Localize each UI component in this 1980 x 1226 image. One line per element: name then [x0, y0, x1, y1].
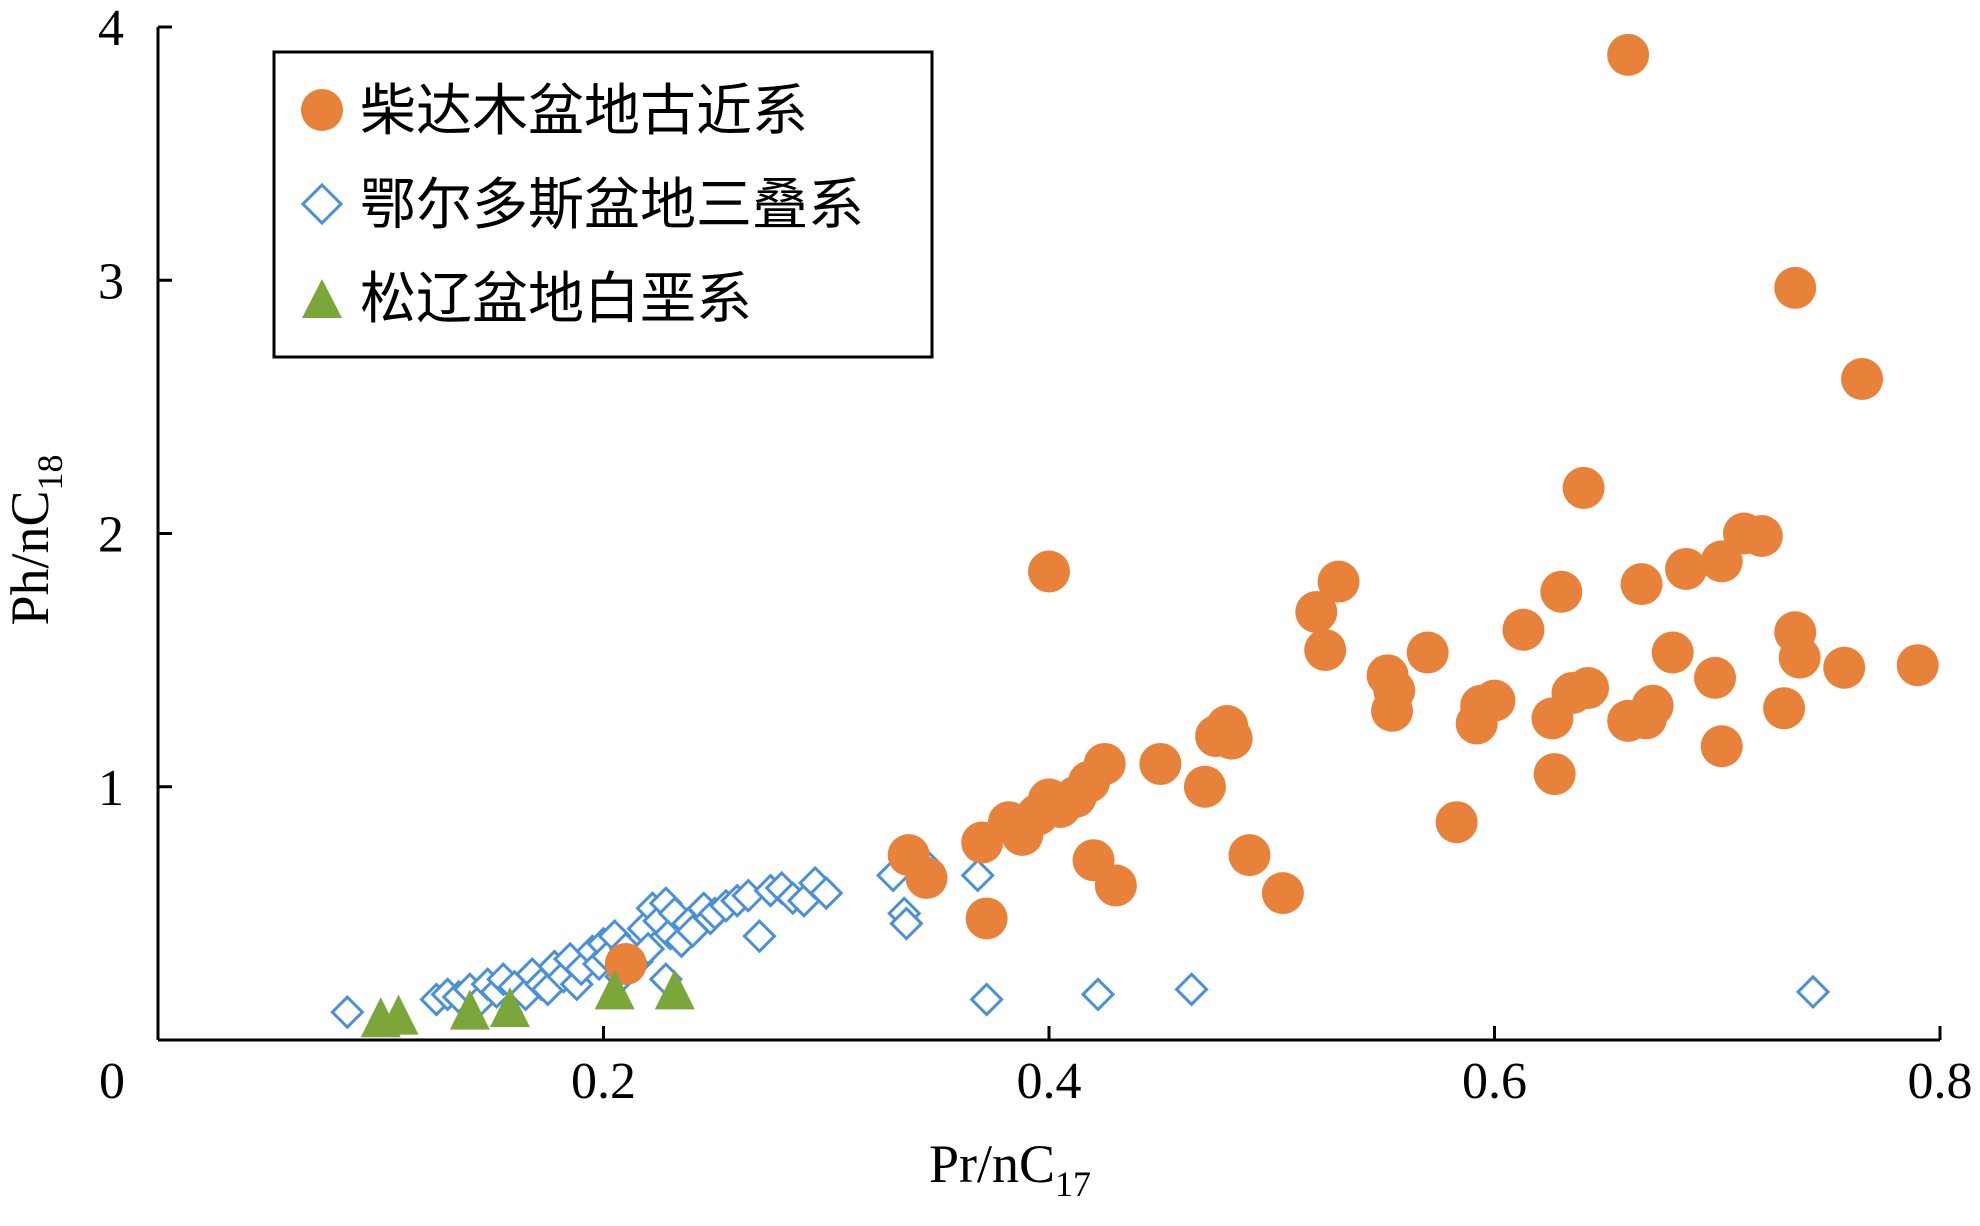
data-point-qaidam	[1304, 628, 1347, 671]
data-point-ordos	[1080, 977, 1116, 1012]
legend-marker-ordos	[300, 182, 344, 226]
data-point-ordos	[969, 982, 1004, 1017]
y-tick-label: 3	[98, 253, 124, 310]
data-point-qaidam	[965, 897, 1008, 940]
data-point-qaidam	[1774, 266, 1817, 309]
data-point-songliao	[594, 969, 635, 1010]
data-point-ordos	[1174, 972, 1209, 1007]
data-point-qaidam	[1435, 801, 1478, 844]
legend-label-ordos: 鄂尔多斯盆地三叠系	[360, 173, 864, 238]
data-point-qaidam	[1823, 646, 1866, 689]
data-point-qaidam	[1183, 765, 1226, 808]
data-point-qaidam	[1210, 717, 1253, 760]
x-tick-label: 0.4	[1017, 1053, 1082, 1110]
data-point-qaidam	[1607, 33, 1650, 76]
legend-marker-qaidam	[301, 89, 343, 131]
x-ticks: 0 0.2 0.4 0.6 0.8	[99, 1026, 1973, 1110]
data-point-qaidam	[1406, 631, 1449, 674]
data-point-qaidam	[1473, 679, 1516, 722]
data-point-qaidam	[1317, 560, 1360, 603]
data-point-ordos	[960, 858, 995, 893]
y-tick-label: 1	[98, 760, 124, 817]
data-point-ordos	[742, 919, 777, 954]
data-marks	[330, 33, 1939, 1038]
data-point-qaidam	[1763, 687, 1806, 730]
data-point-ordos	[809, 875, 844, 911]
data-point-qaidam	[1139, 742, 1182, 785]
data-point-qaidam	[1540, 570, 1583, 613]
x-axis-title: Pr/nC17	[929, 1134, 1091, 1204]
y-tick-label: 2	[98, 507, 124, 564]
y-axis-title: Ph/nC18	[0, 454, 70, 625]
data-point-qaidam	[1371, 689, 1414, 732]
data-point-qaidam	[1228, 834, 1271, 877]
data-point-qaidam	[1083, 742, 1126, 785]
data-point-qaidam	[1502, 608, 1545, 651]
legend: 柴达木盆地古近系 鄂尔多斯盆地三叠系 松辽盆地白垩系	[272, 50, 934, 359]
data-point-qaidam	[1567, 666, 1610, 709]
y-ticks: 1 2 3 4	[98, 0, 172, 817]
data-point-qaidam	[1700, 725, 1743, 768]
data-point-songliao	[654, 969, 695, 1010]
data-point-songliao	[449, 989, 490, 1030]
data-point-ordos	[889, 906, 924, 941]
data-point-qaidam	[1620, 563, 1663, 606]
data-point-qaidam	[1778, 636, 1821, 679]
data-point-qaidam	[1841, 358, 1884, 401]
legend-box	[272, 50, 934, 359]
data-point-qaidam	[1295, 591, 1338, 634]
data-point-qaidam	[1896, 644, 1939, 687]
data-point-songliao	[489, 987, 530, 1028]
data-point-qaidam	[1694, 656, 1737, 699]
data-point-qaidam	[1028, 550, 1070, 593]
data-point-qaidam	[1665, 547, 1708, 590]
legend-marker-songliao	[302, 279, 342, 318]
x-tick-label: 0	[99, 1053, 125, 1110]
x-tick-label: 0.8	[1908, 1053, 1973, 1110]
data-point-qaidam	[1631, 684, 1674, 727]
x-tick-label: 0.2	[571, 1053, 636, 1110]
data-point-qaidam	[1261, 872, 1304, 915]
data-point-qaidam	[1651, 631, 1694, 674]
legend-label-songliao: 松辽盆地白垩系	[360, 267, 752, 332]
data-point-songliao	[378, 994, 419, 1035]
legend-label-qaidam: 柴达木盆地古近系	[360, 79, 808, 144]
data-point-ordos	[330, 995, 365, 1030]
x-tick-label: 0.6	[1462, 1053, 1527, 1110]
data-point-qaidam	[1533, 753, 1576, 796]
data-point-qaidam	[1562, 466, 1605, 509]
data-point-ordos	[1795, 974, 1831, 1010]
data-point-qaidam	[1094, 864, 1137, 907]
data-point-qaidam	[905, 856, 948, 899]
data-point-qaidam	[1740, 515, 1783, 558]
y-tick-label: 4	[98, 0, 124, 57]
